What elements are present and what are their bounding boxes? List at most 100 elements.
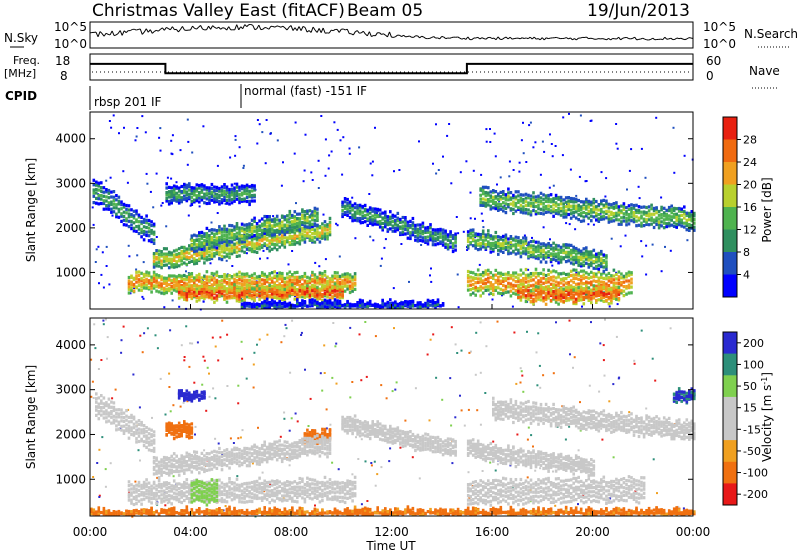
power-band-1 [127,285,131,289]
power-band-7 [499,279,503,283]
power-band-8 [544,296,548,300]
nsky-trace-segment [507,36,511,40]
power-band-6 [343,197,347,201]
nsky-trace-segment [439,36,443,40]
power-band-8 [519,287,523,291]
power-band-11 [411,299,415,303]
power-band-7 [504,284,508,288]
power-band-4 [301,210,304,214]
power-band-5 [245,189,249,193]
power-band-2 [318,293,322,297]
power-band-9 [574,252,578,256]
power-band-2 [326,289,329,293]
velocity-noise-cell [202,355,205,358]
power-band-10 [630,219,633,223]
power-band-4 [193,239,196,243]
power-band-10 [683,216,686,220]
power-band-8 [592,291,596,295]
power-band-3 [323,228,327,232]
power-band-5 [213,197,216,201]
power-band-7 [534,275,538,279]
power-band-0 [122,223,126,227]
power-band-10 [660,208,663,212]
power-band-10 [522,208,525,212]
power-band-6 [416,223,420,227]
power-band-8 [554,289,558,293]
power-band-1 [263,281,266,285]
power-band-1 [180,284,183,288]
power-band-4 [240,240,244,244]
power-band-7 [504,276,508,280]
power-band-5 [165,193,168,197]
power-band-10 [504,206,508,211]
nsky-trace-segment [546,37,549,40]
power-band-4 [235,231,239,235]
power-band-9 [552,257,555,261]
power-band-7 [476,286,480,291]
power-band-11 [363,302,367,306]
power-band-2 [323,291,327,295]
power-band-3 [301,235,304,239]
power-band-7 [592,279,596,283]
velocity-noise-cell [394,388,397,391]
power-band-10 [537,204,540,208]
power-band-2 [260,295,264,299]
power-band-10 [504,198,508,202]
power-band-6 [373,222,377,226]
power-band-7 [499,287,503,291]
power-band-5 [235,192,239,196]
power-noise-cell [158,136,161,139]
power-band-6 [384,220,387,224]
power-band-0 [152,241,156,245]
power-band-8 [552,292,555,296]
power-band-10 [642,217,646,221]
power-band-7 [499,291,503,296]
power-band-2 [223,288,226,292]
power-band-8 [574,302,578,306]
power-band-10 [587,216,591,220]
power-band-10 [487,193,490,197]
power-band-1 [210,275,214,279]
power-band-4 [238,232,241,236]
power-band-4 [233,237,236,241]
power-band-4 [203,232,206,236]
power-band-10 [557,195,560,200]
power-band-8 [527,292,530,297]
power-band-2 [177,290,181,294]
power-noise-cell [645,244,648,247]
power-band-7 [625,285,628,289]
power-band-0 [112,202,116,206]
power-band-11 [296,304,299,308]
power-band-8 [517,295,520,300]
power-band-11 [268,300,271,305]
power-band-3 [260,237,264,241]
power-band-6 [351,203,354,207]
power-band-0 [120,212,123,216]
power-band-7 [554,276,558,280]
power-band-1 [283,276,287,280]
power-band-10 [605,205,608,209]
power-band-9 [522,240,525,244]
power-band-10 [539,207,543,211]
power-band-9 [592,254,596,258]
power-noise-cell [527,241,530,244]
power-band-7 [595,272,598,276]
power-band-6 [401,226,405,230]
power-band-10 [693,228,696,232]
power-band-10 [542,212,545,216]
power-band-3 [293,242,297,246]
power-band-10 [549,205,553,209]
power-band-1 [273,270,276,274]
power-band-5 [190,202,194,206]
power-band-9 [567,246,570,250]
power-band-6 [409,236,412,241]
power-band-1 [238,274,241,278]
power-band-7 [529,275,533,279]
power-band-2 [303,290,307,294]
power-band-2 [291,288,294,292]
power-band-10 [640,214,643,218]
power-band-4 [275,218,279,222]
power-band-1 [346,277,349,281]
power-band-9 [569,257,573,261]
power-band-10 [552,197,555,201]
